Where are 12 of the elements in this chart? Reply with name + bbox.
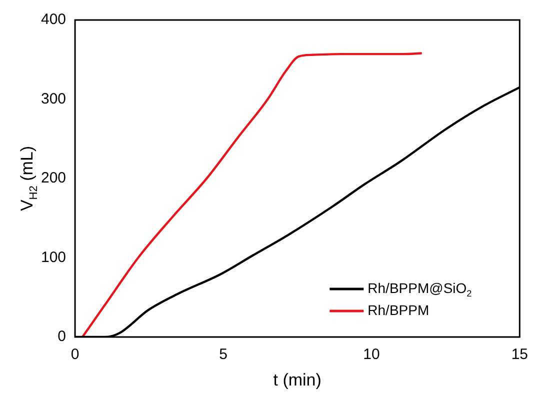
x-axis-title: t (min) <box>273 370 322 390</box>
y-tick-label: 100 <box>40 248 66 266</box>
y-tick-label: 200 <box>40 170 66 187</box>
y-axis-title: VH2 (mL) <box>18 146 40 212</box>
x-tick-label: 10 <box>363 346 380 364</box>
y-tick-label: 300 <box>40 90 66 108</box>
y-tick-label: 0 <box>58 328 66 346</box>
x-tick-label: 5 <box>219 346 228 364</box>
y-tick-label: 400 <box>40 11 66 28</box>
x-tick-label: 15 <box>511 346 528 364</box>
legend-label: Rh/BPPM <box>368 302 430 318</box>
x-tick-label: 0 <box>70 346 80 364</box>
